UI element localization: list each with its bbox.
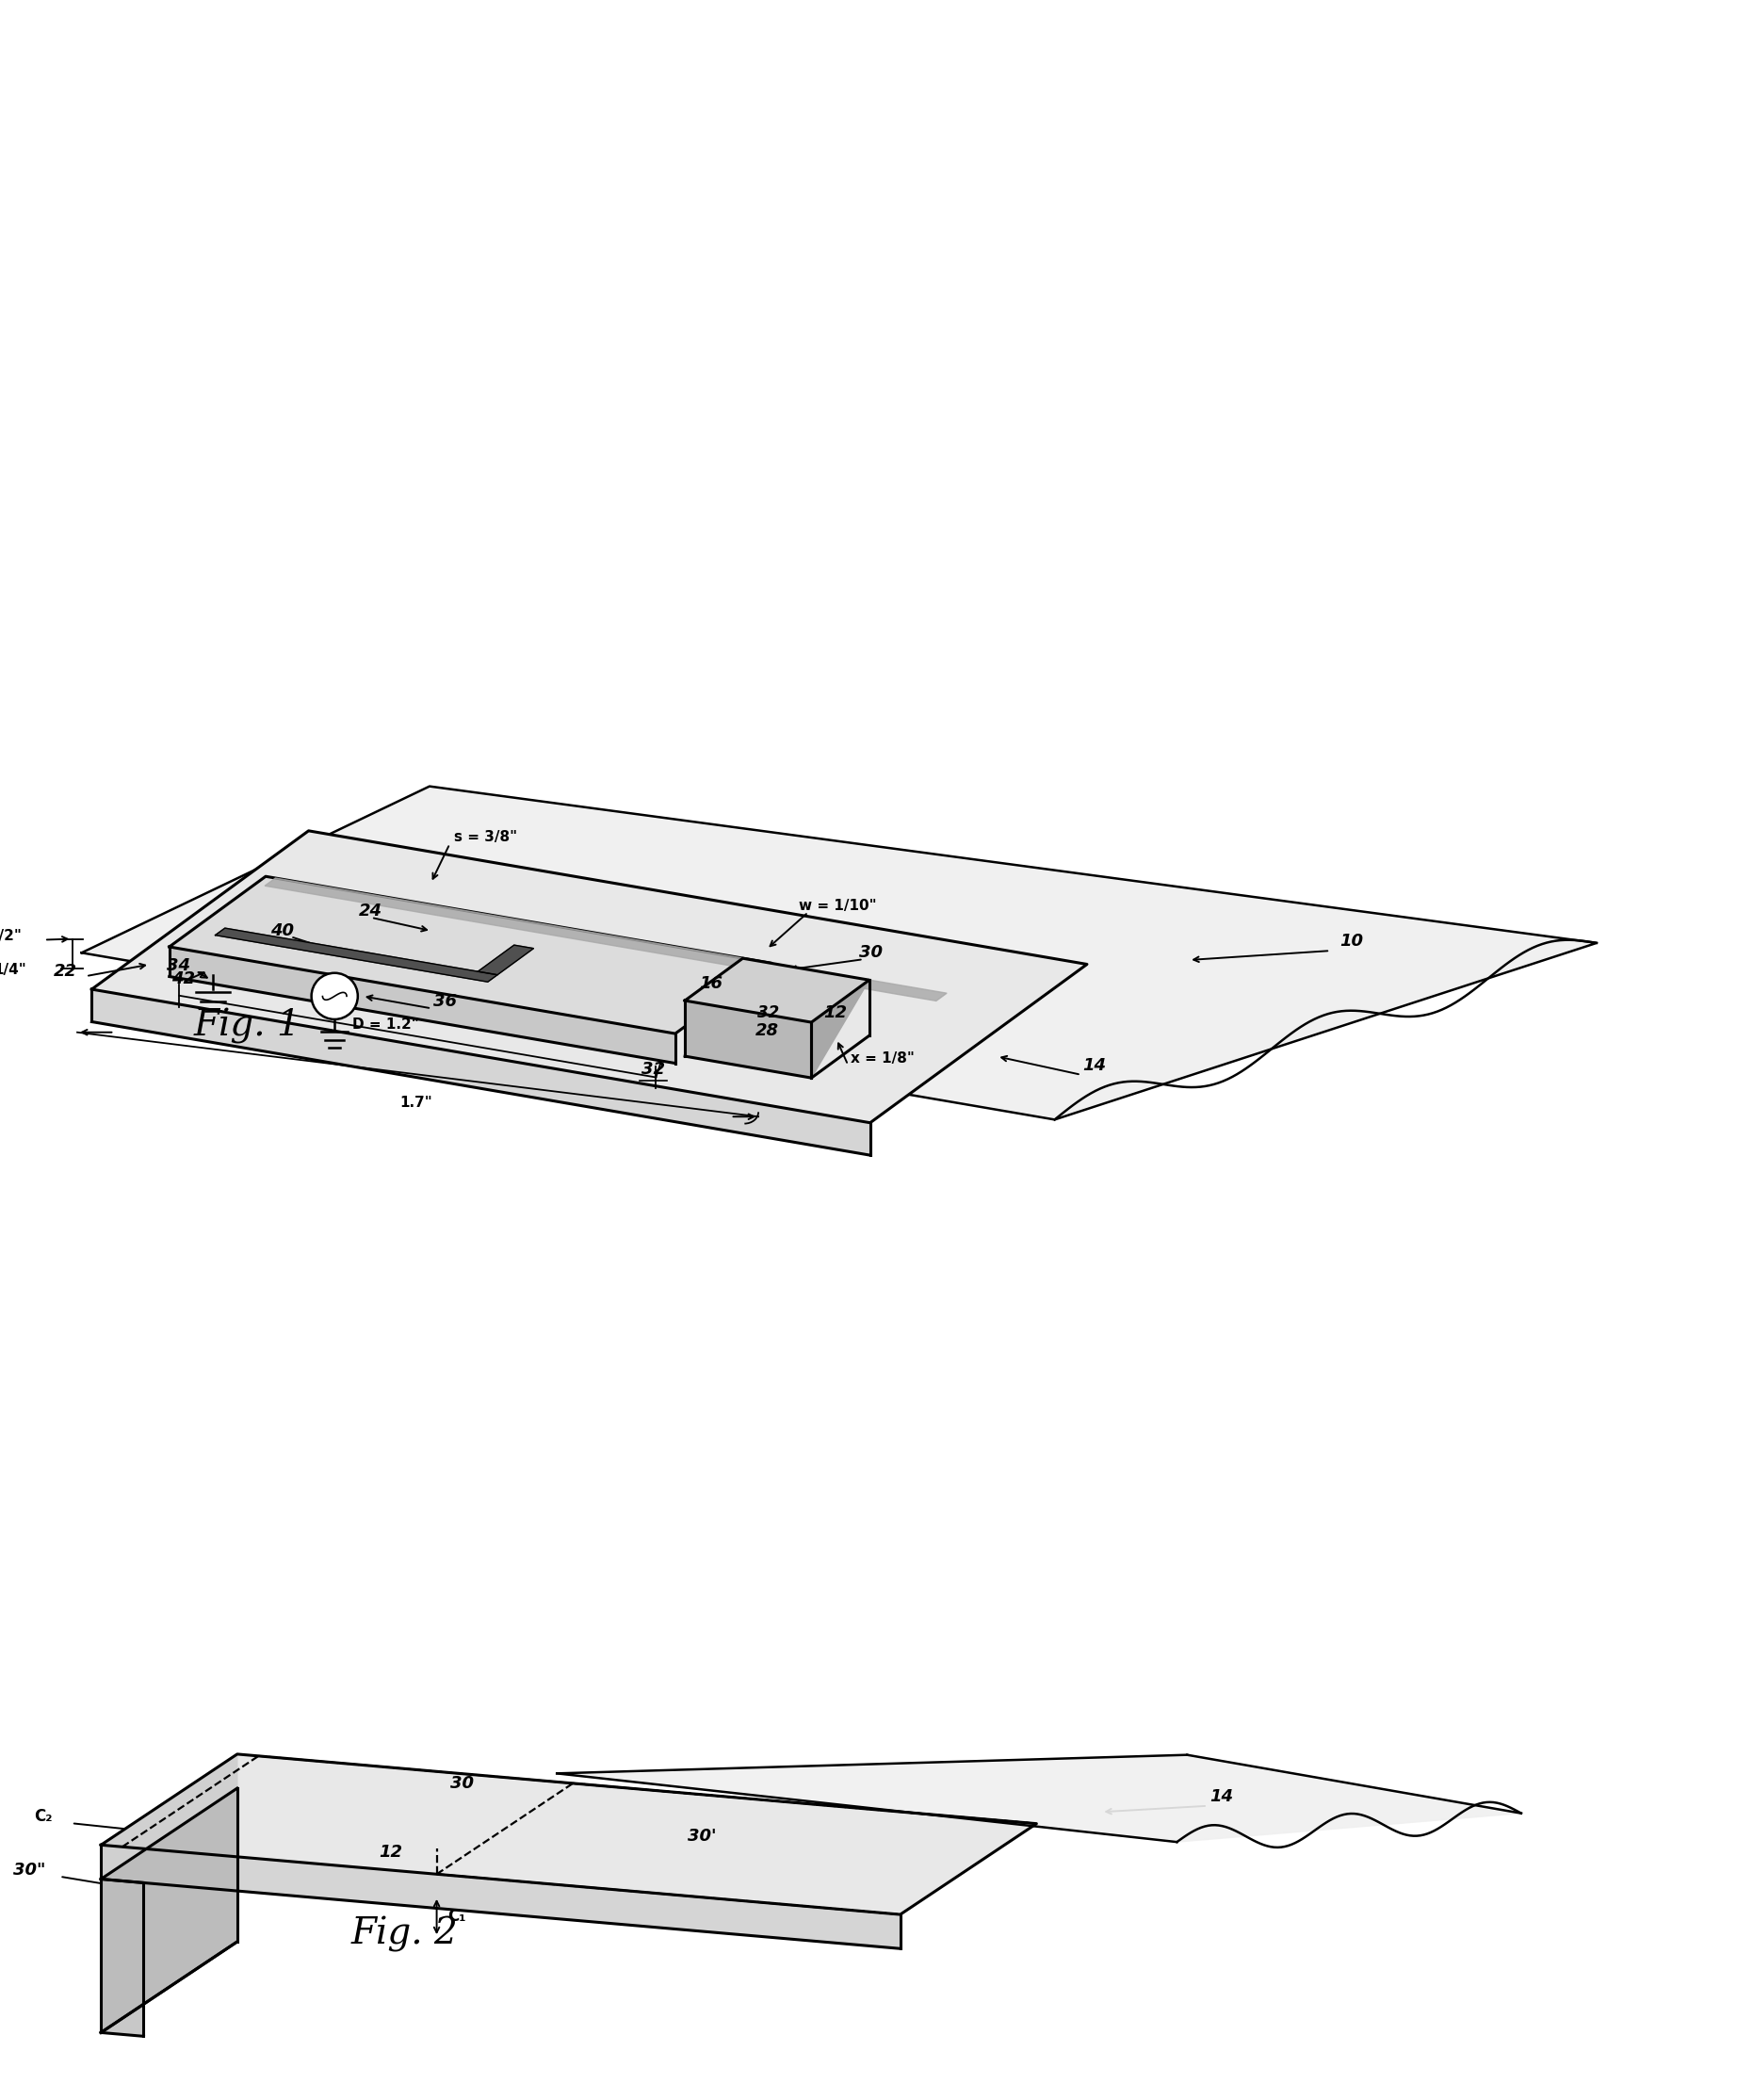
Text: 1.7": 1.7" xyxy=(400,1096,433,1109)
Text: 16: 16 xyxy=(700,974,723,991)
Text: 42: 42 xyxy=(172,970,195,987)
Text: Fig. 2: Fig. 2 xyxy=(351,1915,459,1953)
Text: 30: 30 xyxy=(450,1774,474,1791)
Polygon shape xyxy=(82,785,1596,1119)
Polygon shape xyxy=(811,981,868,1077)
Text: 28: 28 xyxy=(756,1023,780,1040)
Text: 12: 12 xyxy=(823,1004,848,1021)
Text: 36: 36 xyxy=(433,993,457,1010)
Text: x = 1/8": x = 1/8" xyxy=(851,1052,915,1067)
Text: 22: 22 xyxy=(54,964,76,981)
Text: 1/4": 1/4" xyxy=(0,962,26,977)
Polygon shape xyxy=(168,947,676,1063)
Text: 32: 32 xyxy=(641,1060,665,1077)
Text: 1/2": 1/2" xyxy=(0,928,21,943)
Text: Fig. 1: Fig. 1 xyxy=(193,1008,301,1044)
Polygon shape xyxy=(101,1754,238,1880)
Text: 24: 24 xyxy=(360,903,382,920)
Polygon shape xyxy=(92,832,1087,1124)
Polygon shape xyxy=(215,928,497,983)
Polygon shape xyxy=(168,876,771,1033)
Text: 30': 30' xyxy=(688,1829,716,1846)
Text: w = 1/10": w = 1/10" xyxy=(799,899,877,914)
Polygon shape xyxy=(478,945,533,974)
Circle shape xyxy=(311,972,358,1019)
Polygon shape xyxy=(101,1880,144,2037)
Polygon shape xyxy=(684,1000,811,1077)
Text: 14: 14 xyxy=(1082,1056,1106,1073)
Polygon shape xyxy=(684,958,868,1023)
Text: 30": 30" xyxy=(14,1861,45,1877)
Text: 10: 10 xyxy=(1339,932,1364,949)
Text: D = 1.2": D = 1.2" xyxy=(353,1019,419,1031)
Text: 32: 32 xyxy=(757,1004,780,1023)
Text: s = 3/8": s = 3/8" xyxy=(455,830,518,844)
Polygon shape xyxy=(92,989,870,1155)
Text: 40: 40 xyxy=(271,922,294,939)
Polygon shape xyxy=(264,878,947,1002)
Polygon shape xyxy=(101,1754,1037,1915)
Text: C₁: C₁ xyxy=(448,1909,466,1926)
Polygon shape xyxy=(558,1756,1522,1842)
Polygon shape xyxy=(101,1846,900,1949)
Text: 12: 12 xyxy=(379,1844,401,1861)
Text: C₂: C₂ xyxy=(35,1808,52,1825)
Text: 34: 34 xyxy=(167,958,189,974)
Text: 30: 30 xyxy=(858,945,882,962)
Text: 14: 14 xyxy=(1209,1787,1233,1806)
Polygon shape xyxy=(101,1789,238,2033)
